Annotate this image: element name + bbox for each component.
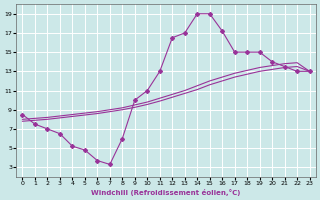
- X-axis label: Windchill (Refroidissement éolien,°C): Windchill (Refroidissement éolien,°C): [91, 189, 241, 196]
